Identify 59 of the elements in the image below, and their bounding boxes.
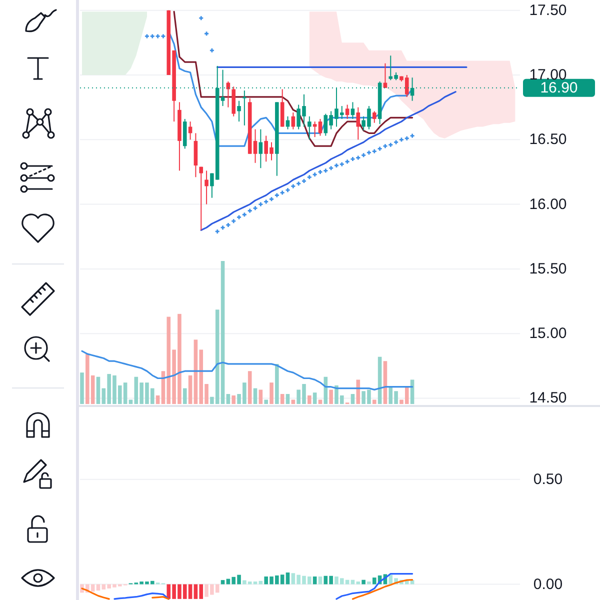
line-series: [200, 91, 456, 231]
y-tick-label: 16.00: [529, 196, 567, 213]
bar: [308, 395, 312, 404]
bar: [286, 394, 290, 404]
bar: [312, 576, 317, 584]
bar: [258, 580, 263, 584]
bar: [286, 572, 290, 584]
bar: [312, 392, 317, 404]
candlestick: [308, 116, 312, 140]
candlestick: [237, 100, 241, 122]
y-tick-label: 15.50: [529, 260, 567, 278]
bar: [220, 580, 225, 584]
candlestick: [204, 170, 208, 205]
candlestick: [350, 102, 355, 120]
candlestick: [258, 128, 263, 169]
ref-line-label: 16.90: [540, 79, 578, 96]
y-tick-label: 17.50: [529, 2, 567, 19]
bar: [253, 388, 258, 404]
y-tick-label: 15.00: [529, 325, 567, 342]
candlestick: [286, 116, 290, 130]
candlestick: [312, 121, 317, 138]
bar: [80, 372, 84, 404]
bar: [156, 395, 160, 404]
bar: [362, 580, 366, 584]
bar: [318, 576, 322, 584]
candlestick: [253, 128, 258, 164]
bar: [232, 395, 236, 404]
candlestick: [242, 90, 246, 126]
candlestick: [188, 121, 192, 140]
bar: [96, 376, 100, 404]
candlestick: [199, 166, 204, 231]
bar: [275, 364, 279, 404]
bar: [182, 388, 187, 404]
bar: [248, 371, 252, 404]
bar: [356, 582, 360, 584]
bar: [226, 394, 230, 404]
bar: [128, 400, 133, 404]
bar: [372, 400, 376, 404]
y-tick-label: 16.50: [529, 131, 567, 148]
bar: [350, 580, 355, 584]
bar: [318, 400, 322, 404]
bar: [188, 375, 192, 404]
line-series: [173, 10, 414, 147]
bar: [280, 394, 284, 404]
bar: [258, 390, 263, 404]
bar: [264, 400, 268, 404]
bar: [270, 382, 274, 404]
y-tick-label: 0.00: [533, 576, 563, 593]
candlestick: [356, 106, 360, 140]
bar: [291, 400, 296, 404]
y-tick-label: 0.50: [533, 470, 563, 488]
candlestick: [318, 118, 322, 136]
candlestick: [372, 110, 376, 124]
bar: [350, 394, 355, 404]
bar: [253, 582, 258, 584]
y-tick-label: 14.50: [529, 390, 567, 407]
bar: [367, 582, 371, 584]
bar: [329, 390, 333, 404]
candlestick: [345, 104, 350, 120]
